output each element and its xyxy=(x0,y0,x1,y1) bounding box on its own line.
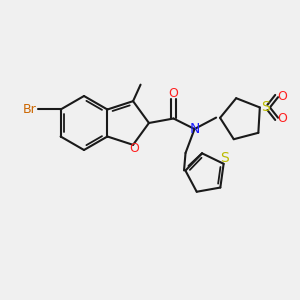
Text: S: S xyxy=(220,152,229,165)
Text: O: O xyxy=(169,87,178,100)
Text: O: O xyxy=(130,142,140,155)
Text: N: N xyxy=(189,122,200,136)
Text: O: O xyxy=(277,90,287,103)
Text: O: O xyxy=(277,112,287,125)
Text: Br: Br xyxy=(23,103,37,116)
Text: S: S xyxy=(261,100,270,115)
